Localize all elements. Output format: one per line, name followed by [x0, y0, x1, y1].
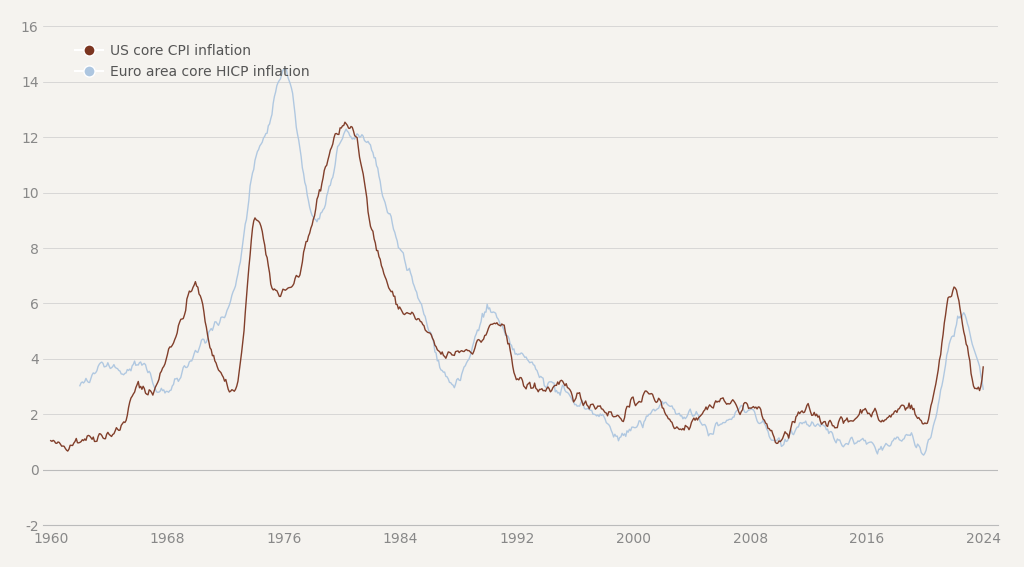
Legend: US core CPI inflation, Euro area core HICP inflation: US core CPI inflation, Euro area core HI… [70, 38, 315, 84]
